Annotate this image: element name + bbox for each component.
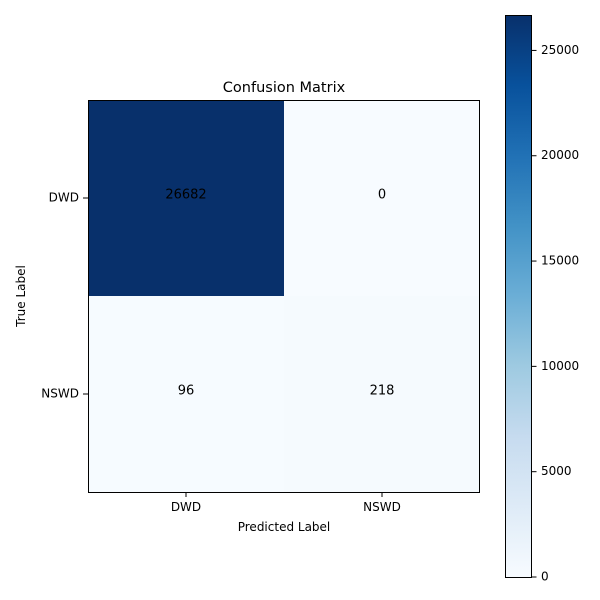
heatmap-cell bbox=[284, 296, 480, 492]
heatmap-cell bbox=[88, 100, 284, 296]
cell-value-label: 0 bbox=[378, 188, 386, 203]
colorbar bbox=[505, 15, 531, 577]
cell-value-label: 96 bbox=[178, 384, 195, 399]
x-tick-label: NSWD bbox=[363, 500, 401, 514]
colorbar-tick-label: 25000 bbox=[541, 43, 579, 57]
colorbar-tick-label: 15000 bbox=[541, 254, 579, 268]
y-tick-label: NSWD bbox=[41, 387, 79, 401]
x-axis-label: Predicted Label bbox=[238, 520, 331, 534]
cell-value-label: 218 bbox=[370, 384, 395, 399]
colorbar-frame bbox=[505, 15, 532, 578]
heatmap-cell bbox=[88, 296, 284, 492]
colorbar-tick-label: 5000 bbox=[541, 464, 572, 478]
heatmap-cells bbox=[88, 100, 480, 492]
colorbar-tick-label: 10000 bbox=[541, 359, 579, 373]
heatmap-cell-labels: 26682 0 96 218 bbox=[165, 188, 394, 399]
colorbar-tick-label: 20000 bbox=[541, 148, 579, 162]
chart-title: Confusion Matrix bbox=[223, 80, 346, 96]
plot-frame bbox=[88, 100, 480, 493]
x-tick-label: DWD bbox=[171, 500, 201, 514]
colorbar-tick-label: 0 bbox=[541, 570, 549, 584]
x-axis-ticks: DWD NSWD bbox=[171, 492, 401, 514]
y-axis-label: True Label bbox=[14, 265, 28, 328]
y-axis-ticks: DWD NSWD bbox=[41, 191, 88, 401]
cell-value-label: 26682 bbox=[165, 188, 206, 203]
colorbar-ticks: 0 5000 10000 15000 20000 25000 bbox=[531, 43, 579, 584]
heatmap-cell bbox=[284, 100, 480, 296]
y-tick-label: DWD bbox=[49, 191, 79, 205]
